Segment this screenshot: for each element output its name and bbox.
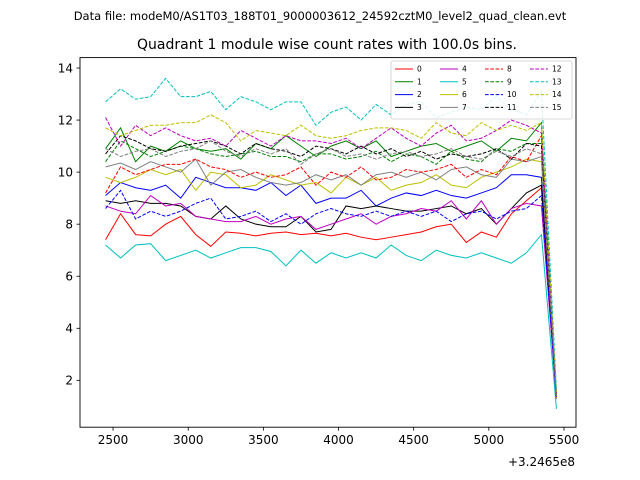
y-tick-label: 6 (65, 270, 73, 284)
legend-label-4: 4 (462, 65, 467, 74)
x-tick-label: 4000 (323, 433, 354, 447)
series-line-7 (105, 155, 557, 397)
legend-label-15: 15 (552, 103, 562, 112)
y-tick-label: 12 (58, 113, 73, 127)
series-line-8 (105, 133, 557, 399)
x-tick-label: 5000 (474, 433, 505, 447)
x-tick-label: 5500 (549, 433, 580, 447)
legend-label-5: 5 (462, 77, 467, 86)
y-tick-label: 4 (65, 322, 73, 336)
legend-label-10: 10 (507, 90, 517, 99)
x-tick-label: 4500 (398, 433, 429, 447)
legend-label-3: 3 (417, 103, 422, 112)
series-line-5 (105, 233, 557, 410)
x-tick-label: 3000 (173, 433, 204, 447)
series-line-1 (105, 121, 557, 396)
legend-label-2: 2 (417, 90, 422, 99)
legend-box (390, 60, 573, 120)
series-line-0 (105, 186, 557, 399)
legend-label-11: 11 (507, 103, 517, 112)
series-line-14 (105, 114, 557, 394)
series-line-15 (105, 140, 557, 397)
legend-label-9: 9 (507, 77, 512, 86)
legend-label-6: 6 (462, 90, 467, 99)
chart-suptitle: Data file: modeM0/AS1T03_188T01_90000036… (74, 9, 567, 23)
series-line-4 (105, 194, 557, 399)
legend-label-8: 8 (507, 65, 512, 74)
legend-label-1: 1 (417, 77, 422, 86)
y-tick-label: 8 (65, 217, 73, 231)
series-line-9 (105, 140, 557, 396)
x-tick-label: 3500 (248, 433, 279, 447)
x-axis: 2500 3000 3500 4000 4500 5000 5500 (98, 427, 579, 447)
legend-label-7: 7 (462, 103, 467, 112)
y-tick-label: 14 (58, 61, 73, 75)
chart-title: Quadrant 1 module wise count rates with … (137, 37, 517, 53)
series-line-3 (105, 184, 557, 399)
legend-label-0: 0 (417, 65, 422, 74)
x-tick-label: 2500 (98, 433, 129, 447)
y-tick-label: 10 (58, 165, 73, 179)
series-line-2 (105, 174, 557, 399)
series-layer (105, 77, 557, 410)
series-line-10 (105, 189, 557, 399)
y-axis: 2 4 6 8 10 12 14 (58, 61, 80, 388)
legend-label-12: 12 (552, 65, 562, 74)
series-line-13 (105, 77, 557, 391)
x-axis-offset-label: +3.2465e8 (508, 455, 575, 469)
series-line-12 (105, 117, 557, 394)
series-line-6 (105, 158, 557, 399)
legend-label-13: 13 (552, 77, 562, 86)
y-tick-label: 2 (65, 374, 73, 388)
plot-frame (79, 57, 577, 428)
legend-label-14: 14 (552, 90, 562, 99)
